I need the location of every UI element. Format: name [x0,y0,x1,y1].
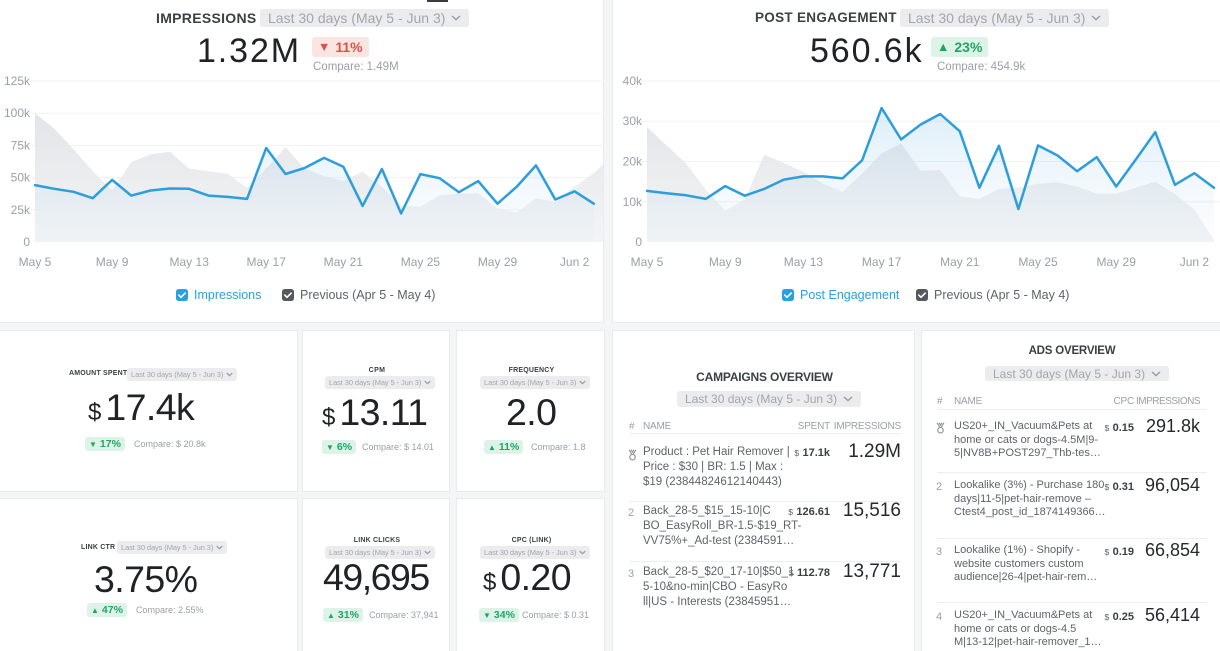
svg-text:May 5: May 5 [19,255,52,269]
svg-text:May 21: May 21 [940,255,980,269]
svg-text:25k: 25k [11,203,31,217]
svg-text:Jun 2: Jun 2 [560,255,590,269]
svg-text:20k: 20k [623,155,643,169]
svg-text:0: 0 [23,235,30,249]
svg-text:May 21: May 21 [324,255,364,269]
svg-text:May 13: May 13 [784,255,824,269]
svg-text:125k: 125k [4,74,31,88]
svg-text:10k: 10k [623,195,643,209]
svg-text:May 13: May 13 [170,255,210,269]
svg-text:May 9: May 9 [96,255,129,269]
svg-text:50k: 50k [11,171,31,185]
svg-text:30k: 30k [623,114,643,128]
svg-text:May 25: May 25 [401,255,441,269]
svg-text:May 9: May 9 [709,255,742,269]
svg-text:0: 0 [635,235,642,249]
svg-text:May 29: May 29 [478,255,518,269]
svg-text:May 5: May 5 [631,255,664,269]
svg-text:Jun 2: Jun 2 [1180,255,1210,269]
svg-text:75k: 75k [11,138,31,152]
svg-text:May 17: May 17 [247,255,287,269]
svg-text:May 17: May 17 [862,255,902,269]
svg-text:May 29: May 29 [1097,255,1137,269]
svg-text:100k: 100k [4,106,31,120]
svg-text:May 25: May 25 [1018,255,1058,269]
svg-text:40k: 40k [623,74,643,88]
